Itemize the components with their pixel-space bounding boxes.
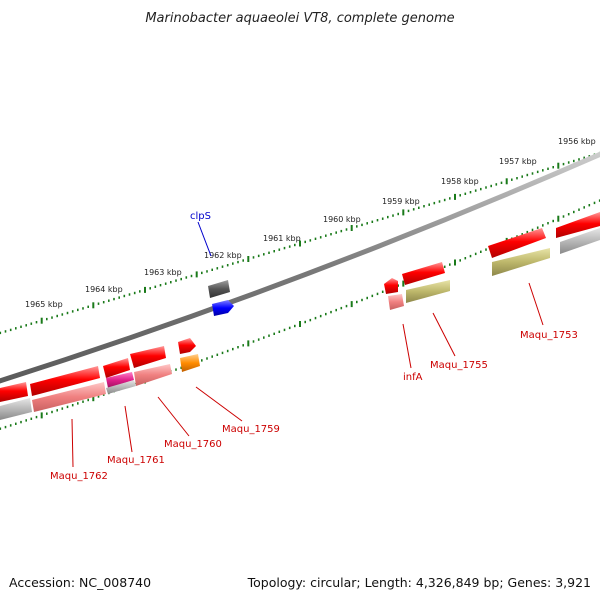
gene-arrow: [406, 280, 450, 303]
gene-features: [0, 212, 600, 420]
gene-arrow: [103, 358, 130, 378]
gene-arrow: [180, 354, 200, 372]
gene-label-clps: clpS: [190, 211, 211, 222]
gene-arrow: [212, 300, 234, 316]
map-title: Marinobacter aquaeolei VT8, complete gen…: [145, 11, 454, 26]
gene-arrow: [492, 248, 550, 276]
gene-label-maqu-1755: Maqu_1755: [430, 360, 488, 371]
maqu-1755-leader: [432, 312, 456, 357]
gene-label-maqu-1762: Maqu_1762: [50, 471, 108, 482]
ruler-label: 1962 kbp: [204, 251, 242, 260]
gene-arrow: [556, 212, 600, 238]
gene-arrow: [208, 280, 230, 298]
gene-arrow: [0, 398, 32, 420]
gene-arrow: [30, 366, 100, 396]
inner-ruler: [0, 199, 600, 430]
gene-arrow: [130, 346, 166, 368]
gene-label-maqu-1759: Maqu_1759: [222, 424, 280, 435]
infa-leader: [402, 323, 412, 369]
gene-arrow: [106, 372, 134, 388]
gene-arrow: [0, 382, 28, 402]
gene-arrow: [134, 364, 172, 386]
outer-ruler: [0, 151, 600, 335]
gene-label-maqu-1760: Maqu_1760: [164, 439, 222, 450]
ruler-label: 1956 kbp: [558, 137, 596, 146]
gene-arrow: [402, 262, 445, 285]
genome-backbone: [0, 151, 600, 384]
ruler-label: 1957 kbp: [499, 157, 537, 166]
ruler-label: 1959 kbp: [382, 197, 420, 206]
accession-text: Accession: NC_008740: [9, 575, 151, 590]
gene-arrow: [488, 228, 546, 258]
genome-summary-text: Topology: circular; Length: 4,326,849 bp…: [247, 575, 591, 590]
gene-label-maqu-1753: Maqu_1753: [520, 330, 578, 341]
ruler-label: 1964 kbp: [85, 285, 123, 294]
clps-leader: [197, 221, 212, 257]
maqu-1753-leader: [528, 282, 544, 326]
ruler-label: 1963 kbp: [144, 268, 182, 277]
gene-arrow: [388, 294, 404, 310]
ruler-labels: 1956 kbp 1957 kbp 1958 kbp 1959 kbp 1960…: [25, 137, 596, 309]
ruler-label: 1958 kbp: [441, 177, 479, 186]
gene-arrow: [178, 338, 196, 354]
maqu-1762-leader: [71, 418, 74, 468]
maqu-1761-leader: [124, 405, 133, 453]
gene-arrow: [106, 380, 136, 394]
gene-arrow: [384, 278, 398, 294]
gene-label-maqu-1761: Maqu_1761: [107, 455, 165, 466]
ruler-label: 1960 kbp: [323, 215, 361, 224]
ruler-label: 1965 kbp: [25, 300, 63, 309]
gene-arrow: [560, 228, 600, 254]
ruler-label: 1961 kbp: [263, 234, 301, 243]
leader-lines: [71, 221, 544, 468]
gene-labels: clpS Maqu_1753 Maqu_1755 infA Maqu_1759 …: [50, 211, 578, 482]
gene-arrow: [32, 382, 106, 412]
maqu-1760-leader: [157, 396, 190, 437]
gene-label-infa: infA: [403, 372, 423, 383]
maqu-1759-leader: [195, 386, 243, 422]
